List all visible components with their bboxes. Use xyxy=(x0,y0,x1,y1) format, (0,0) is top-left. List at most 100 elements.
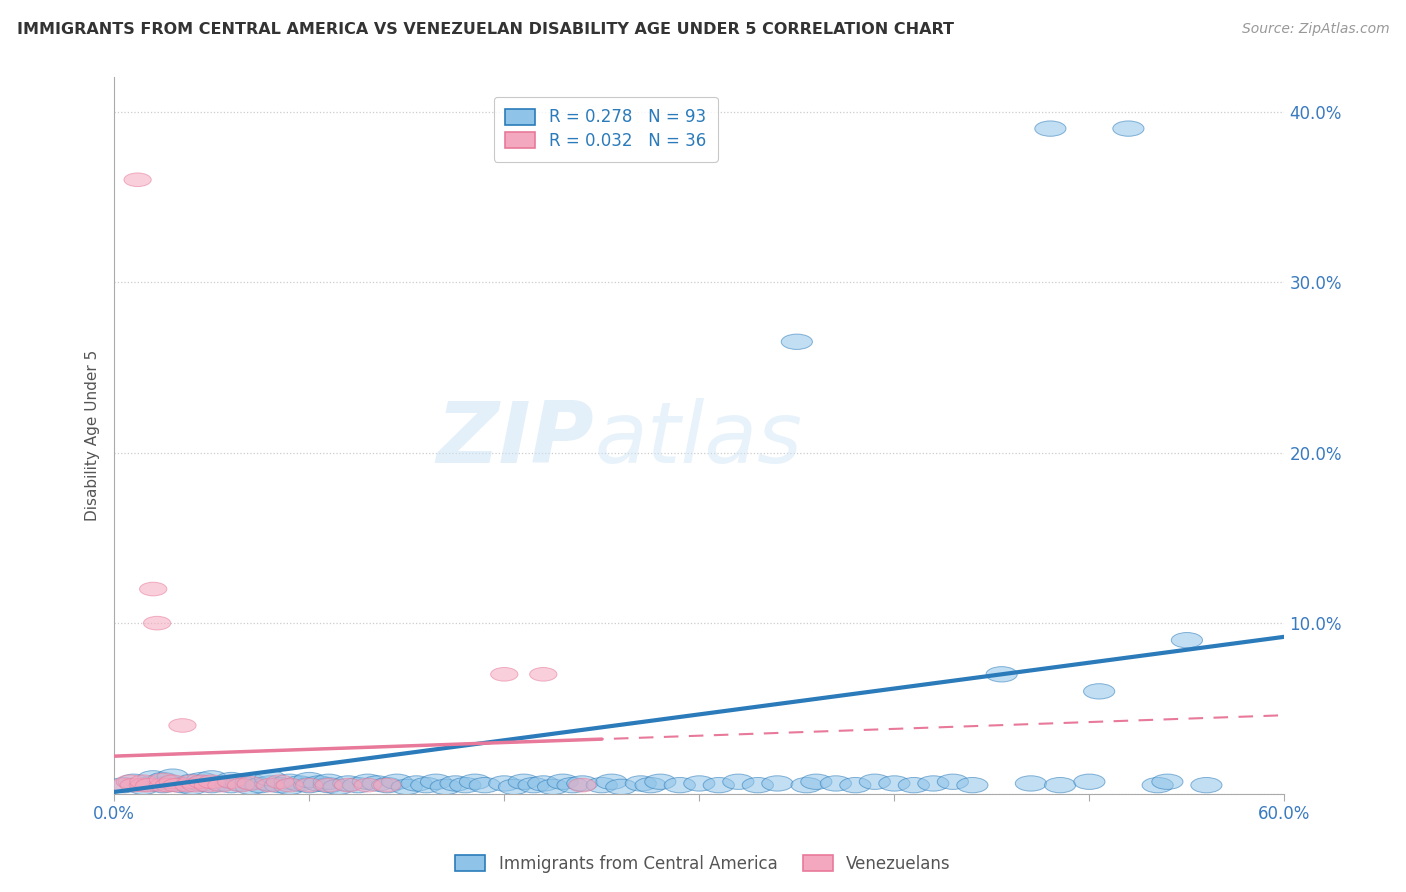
Ellipse shape xyxy=(323,780,354,795)
Ellipse shape xyxy=(314,774,344,789)
Ellipse shape xyxy=(129,779,157,792)
Ellipse shape xyxy=(139,582,167,596)
Ellipse shape xyxy=(460,774,491,789)
Ellipse shape xyxy=(374,779,401,792)
Ellipse shape xyxy=(491,667,517,681)
Ellipse shape xyxy=(155,779,183,792)
Ellipse shape xyxy=(110,779,138,792)
Legend: R = 0.278   N = 93, R = 0.032   N = 36: R = 0.278 N = 93, R = 0.032 N = 36 xyxy=(494,96,717,161)
Ellipse shape xyxy=(420,774,451,789)
Text: ZIP: ZIP xyxy=(436,398,593,481)
Ellipse shape xyxy=(567,776,598,791)
Ellipse shape xyxy=(157,769,188,784)
Ellipse shape xyxy=(352,774,384,789)
Ellipse shape xyxy=(187,776,218,791)
Text: Source: ZipAtlas.com: Source: ZipAtlas.com xyxy=(1241,22,1389,37)
Ellipse shape xyxy=(879,776,910,791)
Ellipse shape xyxy=(527,776,558,791)
Ellipse shape xyxy=(430,780,461,795)
Ellipse shape xyxy=(568,779,596,792)
Ellipse shape xyxy=(956,778,988,793)
Ellipse shape xyxy=(135,779,163,792)
Ellipse shape xyxy=(177,780,208,795)
Ellipse shape xyxy=(235,774,266,789)
Text: atlas: atlas xyxy=(593,398,801,481)
Ellipse shape xyxy=(1045,778,1076,793)
Ellipse shape xyxy=(1035,121,1066,136)
Ellipse shape xyxy=(295,779,323,792)
Ellipse shape xyxy=(557,778,588,793)
Ellipse shape xyxy=(782,334,813,350)
Ellipse shape xyxy=(118,774,149,789)
Ellipse shape xyxy=(489,776,520,791)
Ellipse shape xyxy=(938,774,969,789)
Ellipse shape xyxy=(195,771,228,786)
Ellipse shape xyxy=(266,775,294,789)
Ellipse shape xyxy=(124,173,152,186)
Ellipse shape xyxy=(411,778,441,793)
Ellipse shape xyxy=(148,778,179,793)
Ellipse shape xyxy=(530,667,557,681)
Ellipse shape xyxy=(742,778,773,793)
Ellipse shape xyxy=(188,775,215,789)
Ellipse shape xyxy=(304,776,335,791)
Ellipse shape xyxy=(918,776,949,791)
Ellipse shape xyxy=(169,719,195,732)
Ellipse shape xyxy=(517,778,550,793)
Ellipse shape xyxy=(498,780,530,795)
Ellipse shape xyxy=(149,773,177,787)
Ellipse shape xyxy=(354,779,381,792)
Ellipse shape xyxy=(606,780,637,795)
Ellipse shape xyxy=(117,775,143,789)
Ellipse shape xyxy=(274,780,305,795)
Ellipse shape xyxy=(333,776,364,791)
Ellipse shape xyxy=(537,780,568,795)
Ellipse shape xyxy=(586,778,617,793)
Ellipse shape xyxy=(859,774,890,789)
Ellipse shape xyxy=(636,778,666,793)
Ellipse shape xyxy=(238,777,264,790)
Ellipse shape xyxy=(683,776,714,791)
Ellipse shape xyxy=(205,776,238,791)
Ellipse shape xyxy=(986,666,1017,682)
Ellipse shape xyxy=(314,778,344,793)
Ellipse shape xyxy=(839,778,870,793)
Ellipse shape xyxy=(256,779,284,792)
Ellipse shape xyxy=(198,775,225,789)
Ellipse shape xyxy=(820,776,852,791)
Ellipse shape xyxy=(215,772,247,788)
Ellipse shape xyxy=(254,771,285,786)
Ellipse shape xyxy=(440,776,471,791)
Ellipse shape xyxy=(294,778,325,793)
Y-axis label: Disability Age Under 5: Disability Age Under 5 xyxy=(86,350,100,521)
Ellipse shape xyxy=(1074,774,1105,789)
Ellipse shape xyxy=(1171,632,1202,648)
Ellipse shape xyxy=(245,778,276,793)
Ellipse shape xyxy=(128,780,159,795)
Text: IMMIGRANTS FROM CENTRAL AMERICA VS VENEZUELAN DISABILITY AGE UNDER 5 CORRELATION: IMMIGRANTS FROM CENTRAL AMERICA VS VENEZ… xyxy=(17,22,953,37)
Ellipse shape xyxy=(138,771,169,786)
Ellipse shape xyxy=(167,778,198,793)
Ellipse shape xyxy=(898,778,929,793)
Ellipse shape xyxy=(792,778,823,793)
Ellipse shape xyxy=(195,778,228,793)
Ellipse shape xyxy=(762,776,793,791)
Ellipse shape xyxy=(149,779,177,792)
Ellipse shape xyxy=(343,778,374,793)
Ellipse shape xyxy=(228,779,254,792)
Ellipse shape xyxy=(129,775,157,789)
Ellipse shape xyxy=(218,775,245,789)
Ellipse shape xyxy=(664,778,696,793)
Ellipse shape xyxy=(159,775,187,789)
Ellipse shape xyxy=(1152,774,1182,789)
Ellipse shape xyxy=(208,779,235,792)
Ellipse shape xyxy=(148,772,179,788)
Ellipse shape xyxy=(335,779,361,792)
Ellipse shape xyxy=(1191,778,1222,793)
Ellipse shape xyxy=(361,776,394,791)
Ellipse shape xyxy=(225,776,256,791)
Ellipse shape xyxy=(120,779,148,792)
Ellipse shape xyxy=(179,775,205,789)
Ellipse shape xyxy=(391,780,422,795)
Ellipse shape xyxy=(163,779,190,792)
